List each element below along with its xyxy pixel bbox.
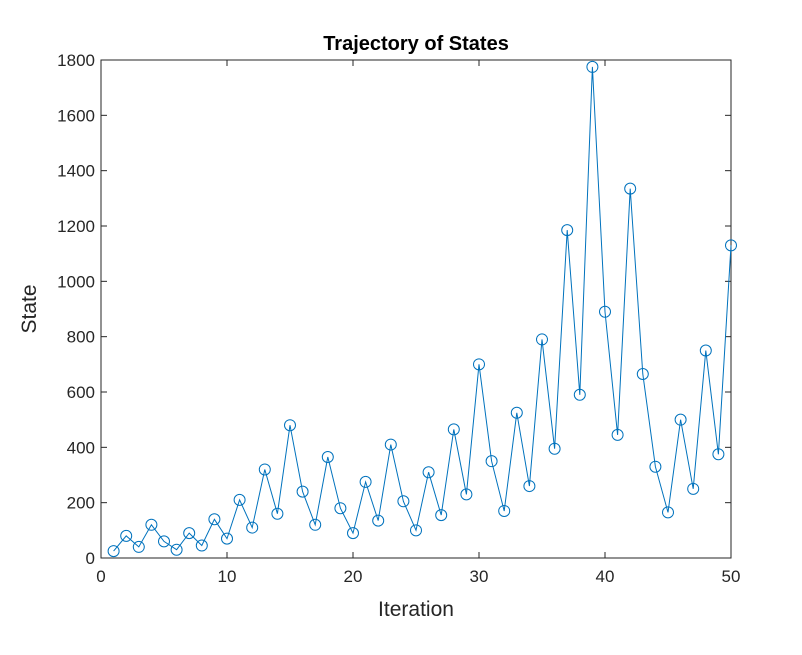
y-tick-label: 600 xyxy=(67,383,95,402)
data-point xyxy=(422,466,435,479)
y-tick-label: 0 xyxy=(86,549,95,568)
axis-ticks: 0 10 20 30 40 50 0 200 400 600 800 1000 1200 1400 1600… xyxy=(57,51,740,586)
data-point xyxy=(410,524,422,537)
data-point xyxy=(132,540,145,553)
data-point xyxy=(611,428,624,441)
data-point xyxy=(145,518,158,531)
data-point xyxy=(221,532,233,545)
data-point xyxy=(321,451,334,464)
data-point xyxy=(485,455,498,468)
y-tick-label: 400 xyxy=(67,438,95,457)
data-point xyxy=(460,488,473,501)
data-point xyxy=(699,344,712,357)
data-point xyxy=(384,438,397,451)
plot-area xyxy=(100,59,732,559)
chart-title: Trajectory of States xyxy=(323,33,509,55)
data-point xyxy=(636,368,649,381)
data-point xyxy=(712,448,725,461)
y-tick-label: 1600 xyxy=(57,106,95,125)
data-point xyxy=(473,358,485,371)
data-point xyxy=(561,224,574,237)
data-point xyxy=(258,463,271,476)
data-point xyxy=(284,419,296,432)
data-point xyxy=(170,543,183,556)
data-point xyxy=(435,509,448,522)
data-point xyxy=(624,182,637,195)
data-point xyxy=(158,535,170,548)
data-point xyxy=(334,502,347,515)
data-point xyxy=(271,507,284,520)
data-point xyxy=(536,333,548,346)
x-axis-label: Iteration xyxy=(378,598,454,621)
data-point xyxy=(725,239,737,252)
data-point xyxy=(347,527,359,540)
y-axis-label: State xyxy=(18,284,41,333)
data-point xyxy=(687,482,700,495)
y-tick-label: 1400 xyxy=(57,162,95,181)
data-point xyxy=(246,521,259,534)
data-point xyxy=(195,539,208,552)
data-series xyxy=(107,60,737,558)
data-point xyxy=(296,485,309,498)
data-point xyxy=(548,442,561,455)
data-point xyxy=(372,514,385,527)
x-tick-label: 20 xyxy=(344,567,363,586)
series-line xyxy=(113,66,732,552)
data-point xyxy=(107,545,120,558)
data-point xyxy=(397,495,410,508)
data-point xyxy=(573,388,586,401)
y-tick-label: 1000 xyxy=(57,272,95,291)
data-point xyxy=(208,513,221,526)
x-tick-label: 10 xyxy=(218,567,237,586)
data-point xyxy=(309,518,322,531)
data-point xyxy=(586,60,599,73)
y-tick-label: 800 xyxy=(67,328,95,347)
data-point xyxy=(183,527,196,540)
y-tick-label: 1800 xyxy=(57,51,95,70)
data-point xyxy=(523,480,536,493)
data-point xyxy=(662,506,674,519)
data-point xyxy=(599,305,611,318)
data-point xyxy=(233,493,246,506)
x-tick-label: 30 xyxy=(470,567,489,586)
x-tick-label: 40 xyxy=(596,567,615,586)
y-tick-label: 200 xyxy=(67,494,95,513)
data-point xyxy=(120,529,133,542)
y-tick-label: 1200 xyxy=(57,217,95,236)
data-point xyxy=(498,504,511,517)
data-point xyxy=(359,475,372,488)
data-point xyxy=(649,460,662,473)
data-point xyxy=(674,413,687,426)
data-point xyxy=(447,423,460,436)
data-point xyxy=(510,406,523,419)
x-tick-label: 0 xyxy=(96,567,105,586)
x-tick-label: 50 xyxy=(722,567,741,586)
